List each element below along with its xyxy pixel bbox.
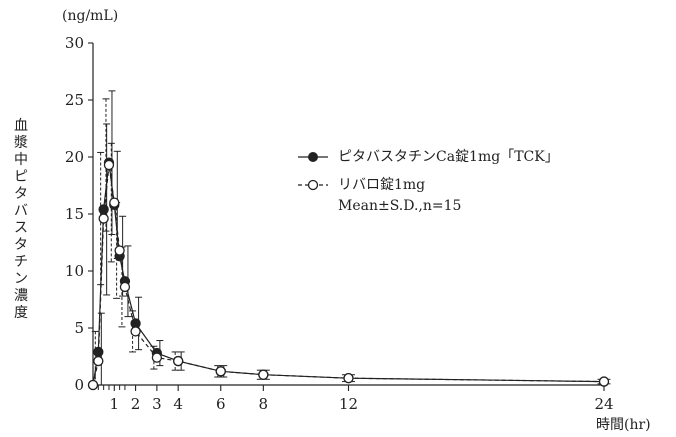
x-tick-label: 2 [131,395,141,413]
y-tick-label: 5 [74,319,84,337]
legend-marker-reference [298,179,328,191]
data-point [215,366,226,377]
data-point [130,326,141,337]
legend-label-test: ピタバスタチンCa錠1mg「TCK」 [338,149,559,165]
y-axis-label: 血漿中ピタバスタチン濃度 [14,118,28,321]
data-point [109,197,120,208]
data-point [119,281,131,293]
data-point [114,245,125,256]
x-tick-label: 8 [259,395,269,413]
y-tick-label: 15 [65,205,84,223]
series-layer [87,90,611,391]
y-tick-label: 30 [65,34,84,52]
data-point [103,159,115,171]
y-tick-label: 0 [74,376,84,394]
data-point [173,355,184,367]
x-axis-unit: 時間(hr) [596,417,651,433]
data-point [598,376,610,387]
series-0 [87,90,611,391]
x-tick-label: 3 [152,395,162,413]
legend-item-test: ピタバスタチンCa錠1mg「TCK」 [296,146,559,168]
x-tick-label: 4 [173,395,183,413]
data-point [93,355,104,367]
y-tick-label: 20 [65,148,84,166]
data-point [258,369,269,380]
data-point [87,379,99,391]
y-tick-label: 10 [65,262,84,280]
legend-note: Mean±S.D.,n=15 [338,198,462,214]
series-line [92,162,605,386]
x-tick-label: 12 [339,395,358,413]
series-line [92,164,605,386]
legend-label-reference: リバロ錠1mg [338,177,426,193]
x-tick-label: 1 [110,395,120,413]
data-point [98,213,109,224]
x-tick-label: 24 [594,395,613,413]
x-tick-label: 6 [216,395,226,413]
data-point [151,352,163,363]
legend: ピタバスタチンCa錠1mg「TCK」 リバロ錠1mg Mean±S.D.,n=1… [296,146,559,216]
data-point [343,373,354,384]
legend-item-reference: リバロ錠1mg [296,174,559,196]
legend-marker-test [298,152,328,162]
series-1 [87,98,610,391]
y-tick-label: 25 [65,91,84,109]
y-axis-unit: (ng/mL) [62,8,119,24]
